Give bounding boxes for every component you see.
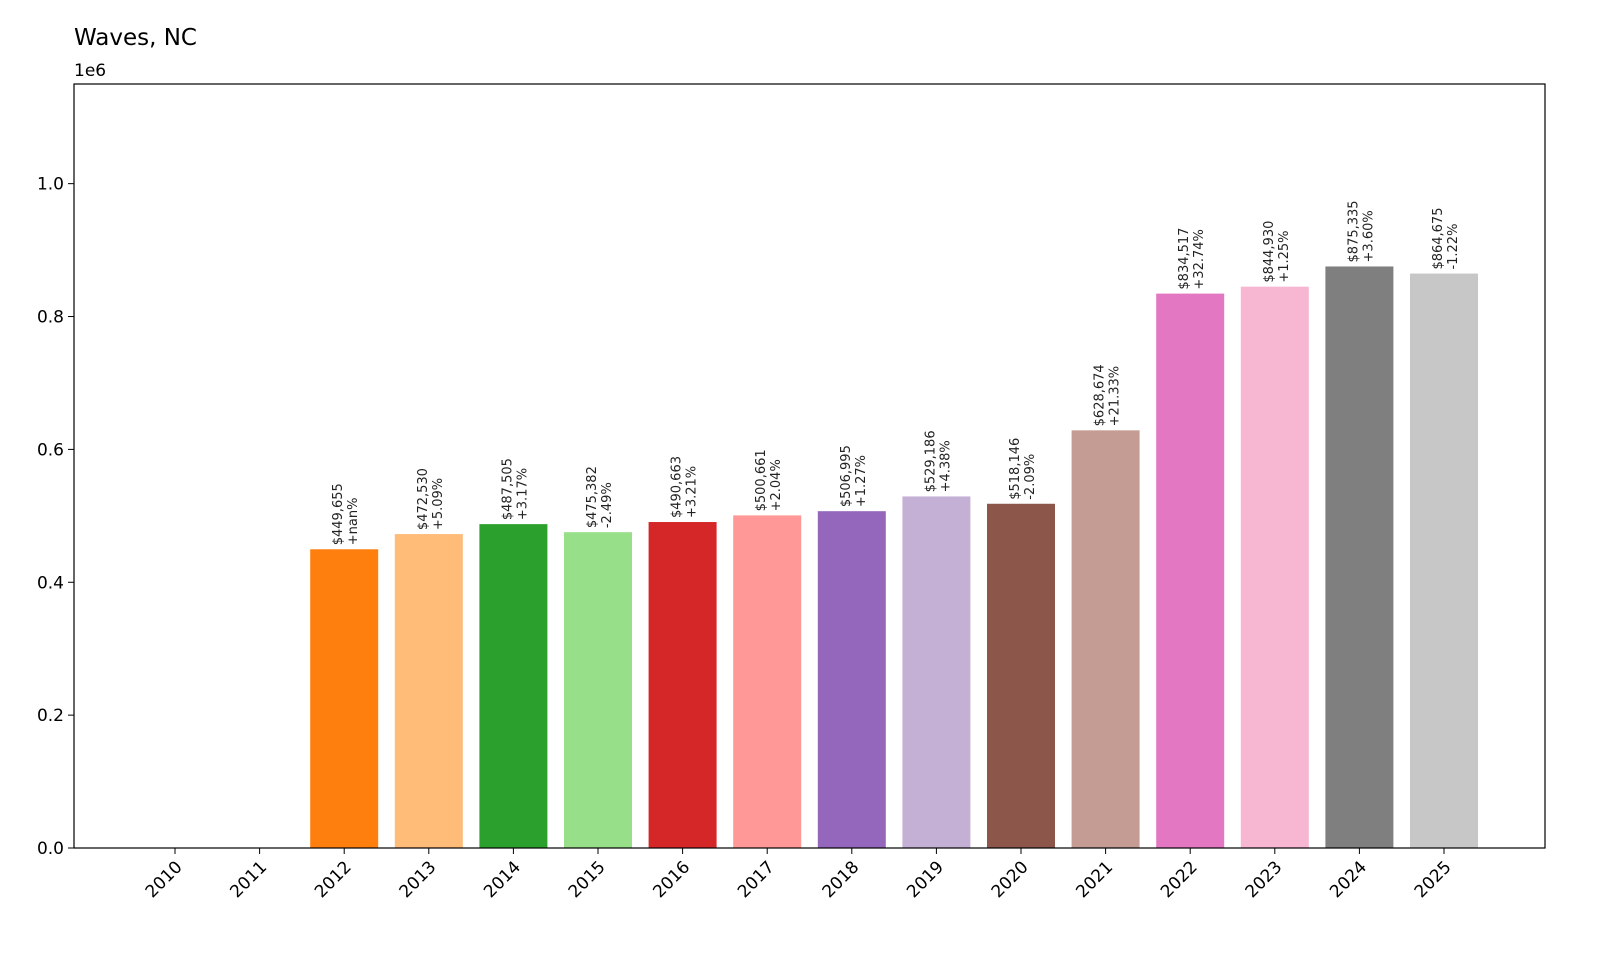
value-label: $875,335 xyxy=(1346,200,1361,262)
y-tick-label: 1.0 xyxy=(37,175,64,195)
value-label: $834,517 xyxy=(1177,228,1192,290)
x-tick-label: 2012 xyxy=(311,857,356,902)
y-tick-label: 0.2 xyxy=(37,706,64,726)
y-tick-label: 0.8 xyxy=(37,308,64,328)
change-label: +4.38% xyxy=(938,440,953,492)
change-label: +2.04% xyxy=(769,459,784,511)
bar xyxy=(394,534,463,848)
change-label: +3.17% xyxy=(515,468,530,520)
bar xyxy=(479,524,548,848)
value-label: $844,930 xyxy=(1262,221,1277,283)
x-tick-label: 2013 xyxy=(396,857,441,902)
change-label: -2.49% xyxy=(600,482,615,528)
change-label: +1.25% xyxy=(1277,230,1292,282)
x-tick-label: 2022 xyxy=(1157,857,1202,902)
value-label: $487,505 xyxy=(500,458,515,520)
x-tick-label: 2016 xyxy=(649,857,694,902)
y-tick-label: 0.4 xyxy=(37,573,64,593)
bar xyxy=(1325,266,1394,848)
change-label: +32.74% xyxy=(1192,229,1207,289)
value-label: $864,675 xyxy=(1431,208,1446,270)
bar xyxy=(1156,293,1225,848)
plot-frame xyxy=(73,83,1546,849)
value-label: $518,146 xyxy=(1008,438,1023,500)
bar xyxy=(1240,286,1309,848)
y-tick-label: 0.0 xyxy=(37,839,64,859)
bar xyxy=(1410,273,1478,848)
value-label: $628,674 xyxy=(1093,364,1108,426)
chart-title: Waves, NC xyxy=(74,25,197,51)
change-label: +3.60% xyxy=(1361,210,1376,262)
x-tick-label: 2010 xyxy=(142,857,187,902)
x-tick-label: 2015 xyxy=(565,857,610,902)
x-tick-label: 2023 xyxy=(1242,857,1287,902)
value-label: $500,661 xyxy=(754,449,769,511)
bar xyxy=(648,522,717,848)
x-tick-label: 2011 xyxy=(226,857,271,902)
bar xyxy=(1071,430,1140,848)
bar xyxy=(987,503,1055,848)
bar xyxy=(817,511,886,848)
change-label: -1.22% xyxy=(1446,224,1461,270)
y-offset-label: 1e6 xyxy=(74,61,106,81)
value-label: $490,663 xyxy=(670,456,685,518)
bar xyxy=(902,496,971,848)
x-tick-label: 2018 xyxy=(819,857,864,902)
x-tick-label: 2014 xyxy=(480,857,525,902)
bar xyxy=(564,532,632,848)
y-tick-label: 0.6 xyxy=(37,440,64,460)
change-label: +5.09% xyxy=(431,478,446,530)
bar xyxy=(310,549,379,848)
change-label: +1.27% xyxy=(854,455,869,507)
x-tick-label: 2021 xyxy=(1072,857,1117,902)
x-tick-label: 2017 xyxy=(734,857,779,902)
value-label: $449,655 xyxy=(331,483,346,545)
value-label: $472,530 xyxy=(416,468,431,530)
bar xyxy=(733,515,802,848)
x-tick-label: 2020 xyxy=(988,857,1033,902)
value-label: $475,382 xyxy=(585,466,600,528)
x-tick-label: 2025 xyxy=(1411,857,1456,902)
value-label: $529,186 xyxy=(923,430,938,492)
change-label: -2.09% xyxy=(1023,454,1038,500)
change-label: +3.21% xyxy=(685,466,700,518)
change-label: +21.33% xyxy=(1108,366,1123,426)
value-label: $506,995 xyxy=(839,445,854,507)
x-tick-label: 2024 xyxy=(1326,857,1371,902)
change-label: +nan% xyxy=(346,498,361,546)
x-tick-label: 2019 xyxy=(903,857,948,902)
